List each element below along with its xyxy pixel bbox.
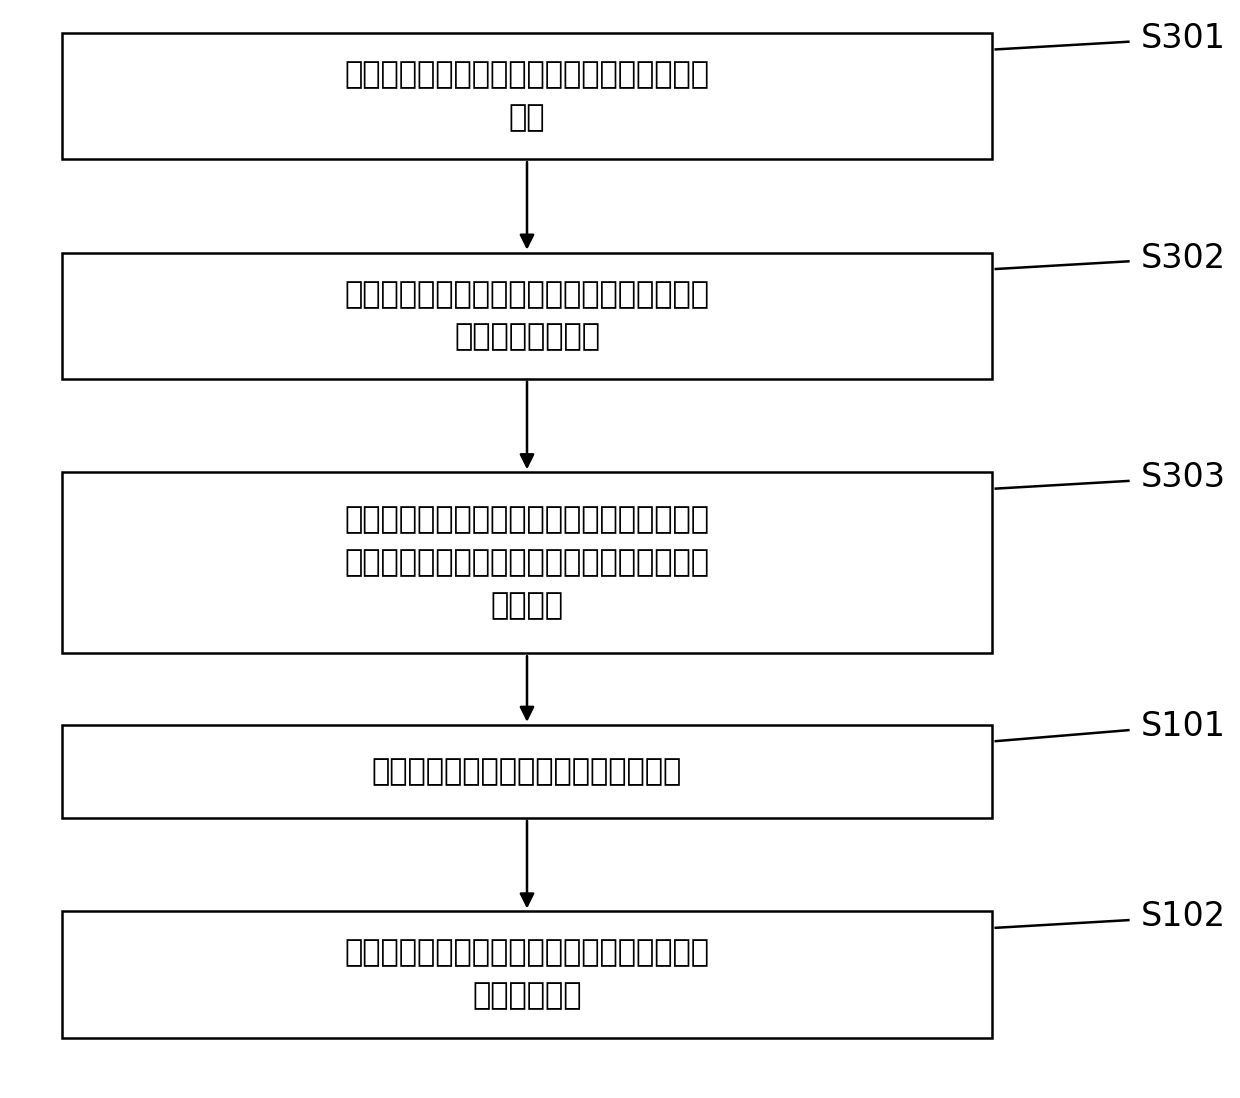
- Text: S101: S101: [1141, 710, 1226, 743]
- Bar: [62, 725, 992, 818]
- Text: S301: S301: [1141, 22, 1226, 55]
- Text: 经由网络向升级服务器发送请求标识与电控板
程序中对应的原功能包的标识不同的更新功能
包的请求: 经由网络向升级服务器发送请求标识与电控板 程序中对应的原功能包的标识不同的更新功…: [345, 505, 709, 620]
- Text: S303: S303: [1141, 461, 1226, 494]
- Text: 经由网络从升级服务器接收更新功能包: 经由网络从升级服务器接收更新功能包: [372, 757, 682, 786]
- Text: S102: S102: [1141, 900, 1226, 933]
- Bar: [62, 253, 992, 379]
- Bar: [62, 472, 992, 653]
- Text: 使用所接收的更新功能包替换电控板程序中对
应的原功能包: 使用所接收的更新功能包替换电控板程序中对 应的原功能包: [345, 939, 709, 1010]
- Text: S302: S302: [1141, 242, 1226, 274]
- Bar: [62, 33, 992, 159]
- Bar: [62, 911, 992, 1038]
- Text: 经由网络接收升级服务器中每个更新功能包的
标识: 经由网络接收升级服务器中每个更新功能包的 标识: [345, 60, 709, 132]
- Text: 将所接收到的标识与电控板程序中对应的原功
能包的标识相比较: 将所接收到的标识与电控板程序中对应的原功 能包的标识相比较: [345, 280, 709, 351]
